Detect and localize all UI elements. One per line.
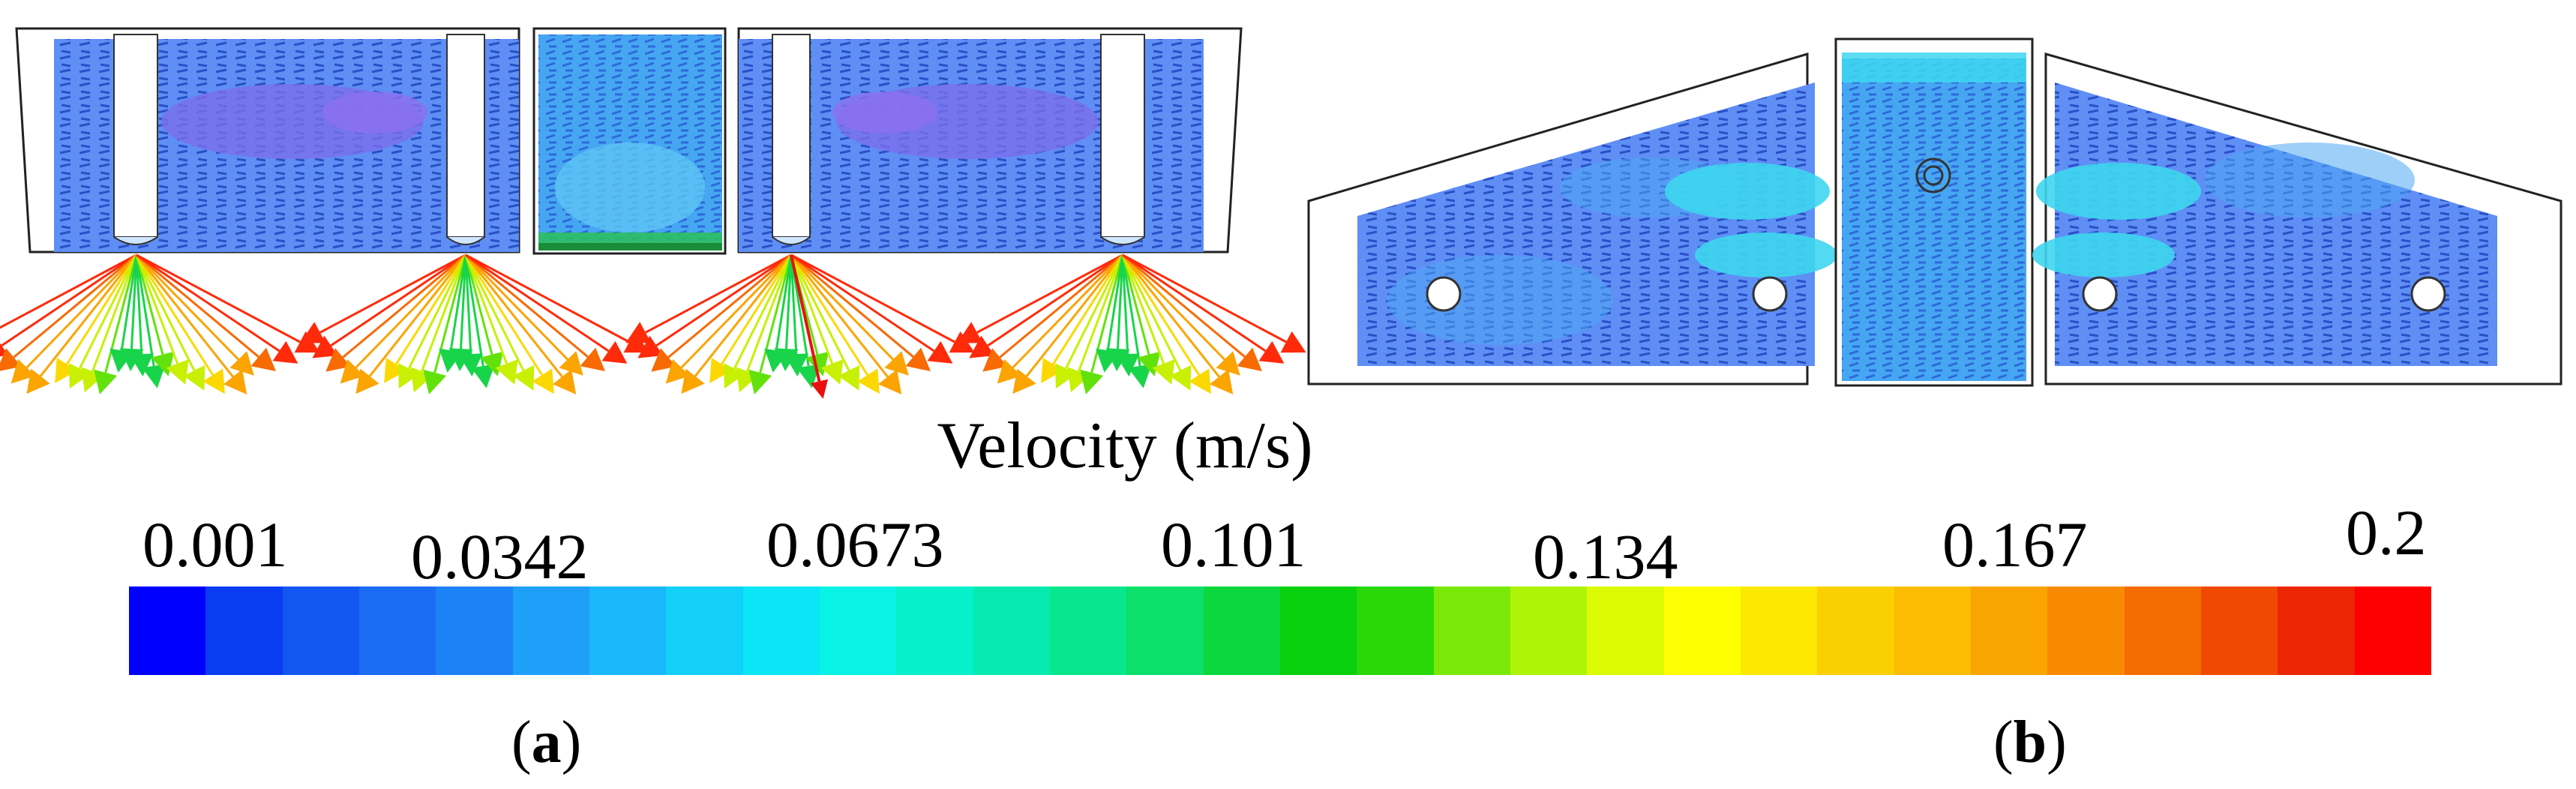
colorbar-swatch [589,586,667,675]
panel-b-center-channel [1834,38,2034,387]
colorbar-swatch [2124,586,2201,675]
jet-fan [957,254,1306,394]
cylinder-1 [113,34,158,238]
colorbar-swatch [1894,586,1971,675]
colorbar-tick-2: 0.0342 [411,520,589,592]
colorbar-swatch [973,586,1050,675]
colorbar-swatch [1357,586,1434,675]
colorbar-swatch [358,586,436,675]
panel-label-a: (a) [511,710,582,776]
colorbar-swatch [282,586,359,675]
colorbar-swatch [436,586,513,675]
aerator-1 [1426,276,1462,312]
panel-a-diagram [0,27,1306,399]
aerator-3 [2082,276,2118,312]
colorbar-swatch [2278,586,2355,675]
colorbar-swatch [1433,586,1510,675]
colorbar-swatch [1203,586,1280,675]
colorbar-swatch [2200,586,2278,675]
colorbar-tick-5: 0.134 [1533,520,1678,592]
panel-a-right-tank [737,27,1243,254]
colorbar-swatch [1126,586,1204,675]
colorbar-swatch [1740,586,1818,675]
colorbar-swatch [1510,586,1588,675]
colorbar-swatch [896,586,973,675]
cylinder-4 [1100,34,1145,238]
colorbar-swatch [819,586,897,675]
panel-label-b: (b) [1993,710,2067,776]
panel-a-center-tank [532,27,727,255]
colorbar-tick-4: 0.101 [1161,508,1306,580]
colorbar [129,586,2431,675]
panel-a-left-tank [15,27,520,254]
cylinder-3 [772,34,811,238]
colorbar-tick-3: 0.0673 [766,508,944,580]
panel-b-left-basin [1307,52,1837,386]
colorbar-tick-7: 0.2 [2346,496,2427,568]
colorbar-swatch [1663,586,1741,675]
colorbar-swatch [666,586,743,675]
aerator-4 [2410,276,2446,312]
panel-b-diagram [1307,38,2563,387]
colorbar-title: Velocity (m/s) [937,410,1313,482]
colorbar-swatch [742,586,820,675]
colorbar-swatch [2354,586,2431,675]
colorbar-swatch [512,586,589,675]
jet-fan [625,254,975,399]
cylinder-2 [446,34,485,238]
colorbar-tick-6: 0.167 [1942,508,2088,580]
jet-velocity-vectors [0,254,1306,399]
colorbar-swatch [129,586,206,675]
colorbar-swatch [2047,586,2125,675]
jet-fan [300,254,649,394]
aerator-2 [1752,276,1788,312]
colorbar-swatch [1970,586,2048,675]
colorbar-swatch [1817,586,1894,675]
colorbar-swatch [205,586,283,675]
colorbar-swatch [1279,586,1357,675]
jet-fan [0,254,320,394]
panel-b-right-basin [2032,52,2563,386]
colorbar-swatch [1587,586,1664,675]
colorbar-tick-1: 0.001 [142,508,288,580]
colorbar-swatch [1049,586,1127,675]
